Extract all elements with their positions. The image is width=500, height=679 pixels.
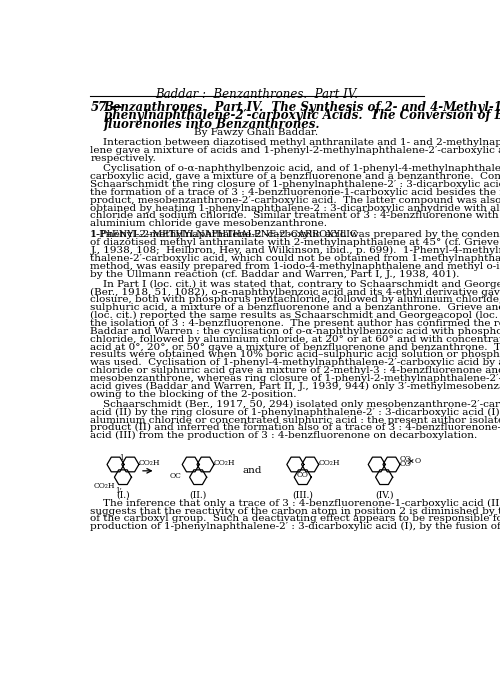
Text: 1: 1 bbox=[119, 454, 124, 462]
Text: mesobenzanthrone, whereas ring closure of 1-phenyl-2-methylnaphthalene-2′-carbox: mesobenzanthrone, whereas ring closure o… bbox=[90, 374, 500, 383]
Text: owing to the blocking of the 2-position.: owing to the blocking of the 2-position. bbox=[90, 390, 297, 399]
Text: results were obtained when 10% boric acid–sulphuric acid solution or phosphoric : results were obtained when 10% boric aci… bbox=[90, 350, 500, 359]
Text: obtained by heating 1-phenylnaphthalene-2 : 3-dicarboxylic anhydride with alumin: obtained by heating 1-phenylnaphthalene-… bbox=[90, 204, 500, 213]
Text: acid at 0°, 20°, or 50° gave a mixture of benzfluorenone and benzanthrone.  The : acid at 0°, 20°, or 50° gave a mixture o… bbox=[90, 342, 500, 352]
Text: (IV.): (IV.) bbox=[375, 490, 394, 499]
Text: acid (II) by the ring closure of 1-phenylnaphthalene-2′ : 3-dicarboxylic acid (I: acid (II) by the ring closure of 1-pheny… bbox=[90, 407, 500, 417]
Text: product (II) and inferred the formation also of a trace of 3 : 4-benzfluorenone-: product (II) and inferred the formation … bbox=[90, 424, 500, 433]
Text: (loc. cit.) reported the same results as Schaarschmidt and Georgeacopol (loc. ci: (loc. cit.) reported the same results as… bbox=[90, 311, 500, 320]
Text: aluminium chloride or concentrated sulphuric acid : the present author isolated : aluminium chloride or concentrated sulph… bbox=[90, 416, 500, 424]
Text: CO₂H: CO₂H bbox=[94, 482, 115, 490]
Text: suggests that the reactivity of the carbon atom in position 2 is diminished by t: suggests that the reactivity of the carb… bbox=[90, 507, 500, 515]
Text: of diazotised methyl anthranilate with 2-methylnaphthalene at 45° (cf. Grieve an: of diazotised methyl anthranilate with 2… bbox=[90, 238, 500, 247]
Text: (I.): (I.) bbox=[116, 490, 130, 499]
Text: O: O bbox=[414, 457, 420, 465]
Text: of the carboxyl group.  Such a deactivating effect appears to be responsible for: of the carboxyl group. Such a deactivati… bbox=[90, 515, 500, 524]
Text: (II.): (II.) bbox=[190, 490, 207, 499]
Text: 1-PʜENYL-2-METHYLNAPHTHALENE-2′-CARBOXYLIC: 1-PʜENYL-2-METHYLNAPHTHALENE-2′-CARBOXYL… bbox=[90, 230, 358, 239]
Text: lene gave a mixture of acids and 1-phenyl-2-methylnaphthalene-2′-carboxylic acid: lene gave a mixture of acids and 1-pheny… bbox=[90, 146, 500, 155]
Text: carboxylic acid, gave a mixture of a benzfluorenone and a benzanthrone.  Contrar: carboxylic acid, gave a mixture of a ben… bbox=[90, 172, 500, 181]
Text: CO: CO bbox=[400, 460, 411, 468]
Text: sulphuric acid, a mixture of a benzfluorenone and a benzanthrone.  Grieve and He: sulphuric acid, a mixture of a benzfluor… bbox=[90, 304, 500, 312]
Text: CO₂H: CO₂H bbox=[214, 459, 235, 466]
Text: the isolation of 3 : 4-benzfluorenone.  The present author has confirmed the res: the isolation of 3 : 4-benzfluorenone. T… bbox=[90, 319, 500, 328]
Text: was used.  Cyclisation of 1-phenyl-4-methylnaphthalene-2′-carboxylic acid by alu: was used. Cyclisation of 1-phenyl-4-meth… bbox=[90, 359, 500, 367]
Text: closure, both with phosphorus pentachloride, followed by aluminium chloride, and: closure, both with phosphorus pentachlor… bbox=[90, 295, 500, 304]
Text: Cyclisation of o-α-naphthylbenzoic acid, and of 1-phenyl-4-methylnaphthalene-2′-: Cyclisation of o-α-naphthylbenzoic acid,… bbox=[90, 164, 500, 173]
Text: CO₂H: CO₂H bbox=[318, 459, 340, 466]
Text: OC: OC bbox=[170, 473, 182, 480]
Text: and: and bbox=[242, 466, 262, 475]
Text: the formation of a trace of 3 : 4-benzfluorenone-1-carboxylic acid besides the m: the formation of a trace of 3 : 4-benzfl… bbox=[90, 188, 500, 197]
Text: Schaarschmidt (Ber., 1917, 50, 294) isolated only mesobenzanthrone-2′-carboxylic: Schaarschmidt (Ber., 1917, 50, 294) isol… bbox=[90, 400, 500, 409]
Text: (Ber., 1918, 51, 1082), o-α-naphthylbenzoic acid and its 4-ethyl derivative gave: (Ber., 1918, 51, 1082), o-α-naphthylbenz… bbox=[90, 287, 500, 297]
Text: product, mesobenzanthrone-2′-carboxylic acid.  The latter compound was also: product, mesobenzanthrone-2′-carboxylic … bbox=[90, 196, 500, 205]
Text: CO: CO bbox=[297, 471, 308, 479]
Text: The inference that only a trace of 3 : 4-benzfluorenone-1-carboxylic acid (III) : The inference that only a trace of 3 : 4… bbox=[90, 499, 500, 508]
Text: Benzanthrones.  Part IV.  The Synthesis of 2- and 4-Methyl-1-: Benzanthrones. Part IV. The Synthesis of… bbox=[104, 100, 500, 113]
Text: chloride and sodium chloride.  Similar treatment of 3 : 4-benzfluorenone with: chloride and sodium chloride. Similar tr… bbox=[90, 211, 499, 221]
Text: acid (III) from the production of 3 : 4-benzfluorenone on decarboxylation.: acid (III) from the production of 3 : 4-… bbox=[90, 431, 478, 441]
Text: 1-Phenyl-2-methylnaphthalene-2′-carboxylic acid was prepared by the condensation: 1-Phenyl-2-methylnaphthalene-2′-carboxyl… bbox=[90, 230, 500, 239]
Text: (III.): (III.) bbox=[292, 490, 313, 499]
Text: aluminium chloride gave mesobenzanthrone.: aluminium chloride gave mesobenzanthrone… bbox=[90, 219, 328, 228]
Text: phenylnaphthalene-2′-carboxylic Acids.  The Conversion of Benz-: phenylnaphthalene-2′-carboxylic Acids. T… bbox=[104, 109, 500, 122]
Text: production of 1-phenylnaphthalene-2′ : 3-dicarboxylic acid (I), by the fusion of: production of 1-phenylnaphthalene-2′ : 3… bbox=[90, 522, 500, 532]
Text: by the Ullmann reaction (cf. Baddar and Warren, Part I, J., 1938, 401).: by the Ullmann reaction (cf. Baddar and … bbox=[90, 270, 460, 278]
Text: J., 1938, 108;  Heilbron, Hey, and Wilkinson, ibid., p. 699).  1-Phenyl-4-methyl: J., 1938, 108; Heilbron, Hey, and Wilkin… bbox=[90, 246, 500, 255]
Text: Schaarschmidt the ring closure of 1-phenylnaphthalene-2′ : 3-dicarboxylic acid l: Schaarschmidt the ring closure of 1-phen… bbox=[90, 180, 500, 189]
Text: Baddar :  Benzanthrones.  Part IV.: Baddar : Benzanthrones. Part IV. bbox=[155, 88, 358, 101]
Text: 57.—: 57.— bbox=[90, 100, 122, 113]
Text: chloride or sulphuric acid gave a mixture of 2-methyl-3 : 4-benzfluorenone and 1: chloride or sulphuric acid gave a mixtur… bbox=[90, 366, 500, 375]
Text: Interaction between diazotised methyl anthranilate and 1- and 2-methylnapha-: Interaction between diazotised methyl an… bbox=[90, 139, 500, 147]
Text: respectively.: respectively. bbox=[90, 154, 156, 163]
Text: acid gives (Baddar and Warren, Part II, J., 1939, 944) only 3′-methylmesobenzant: acid gives (Baddar and Warren, Part II, … bbox=[90, 382, 500, 391]
Text: By Fawzy Ghali Baddar.: By Fawzy Ghali Baddar. bbox=[194, 128, 318, 137]
Text: chloride, followed by aluminium chloride, at 20° or at 60° and with concentrated: chloride, followed by aluminium chloride… bbox=[90, 335, 500, 344]
Text: method, was easily prepared from 1-iodo-4-methylnaphthalene and methyl o-iodoben: method, was easily prepared from 1-iodo-… bbox=[90, 261, 500, 271]
Text: CO₂H: CO₂H bbox=[138, 459, 160, 466]
Text: fluorenones into Benzanthrones.: fluorenones into Benzanthrones. bbox=[104, 117, 320, 130]
Text: Baddar and Warren : the cyclisation of o-α-naphthylbenzoic acid with phosphorus : Baddar and Warren : the cyclisation of o… bbox=[90, 327, 500, 336]
Text: CO: CO bbox=[400, 454, 411, 462]
Text: thalene-2′-carboxylic acid, which could not be obtained from 1-methylnaphthalene: thalene-2′-carboxylic acid, which could … bbox=[90, 254, 500, 263]
Text: In Part I (loc. cit.) it was stated that, contrary to Schaarschmidt and Georgeac: In Part I (loc. cit.) it was stated that… bbox=[90, 280, 500, 289]
Text: 1’: 1’ bbox=[116, 488, 122, 495]
